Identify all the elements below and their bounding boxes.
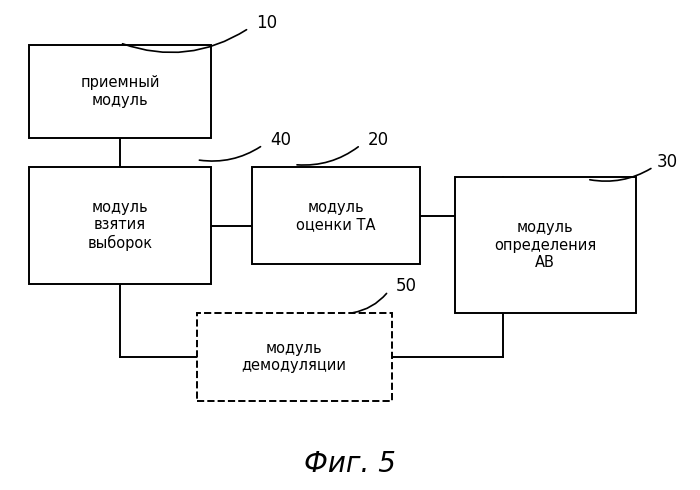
- Text: 20: 20: [368, 131, 388, 149]
- FancyBboxPatch shape: [454, 177, 636, 313]
- Text: приемный
модуль: приемный модуль: [80, 75, 160, 108]
- Text: модуль
взятия
выборок: модуль взятия выборок: [88, 200, 153, 251]
- Text: 30: 30: [657, 153, 678, 171]
- Text: 40: 40: [270, 131, 290, 149]
- FancyBboxPatch shape: [253, 167, 420, 265]
- Text: модуль
оценки ТА: модуль оценки ТА: [296, 199, 376, 232]
- FancyBboxPatch shape: [29, 45, 211, 138]
- FancyBboxPatch shape: [29, 167, 211, 284]
- Text: модуль
демодуляции: модуль демодуляции: [241, 341, 346, 373]
- FancyBboxPatch shape: [197, 313, 392, 401]
- Text: модуль
определения
АВ: модуль определения АВ: [494, 220, 596, 270]
- Text: 50: 50: [395, 277, 416, 295]
- Text: Фиг. 5: Фиг. 5: [304, 450, 396, 478]
- Text: 10: 10: [256, 14, 277, 32]
